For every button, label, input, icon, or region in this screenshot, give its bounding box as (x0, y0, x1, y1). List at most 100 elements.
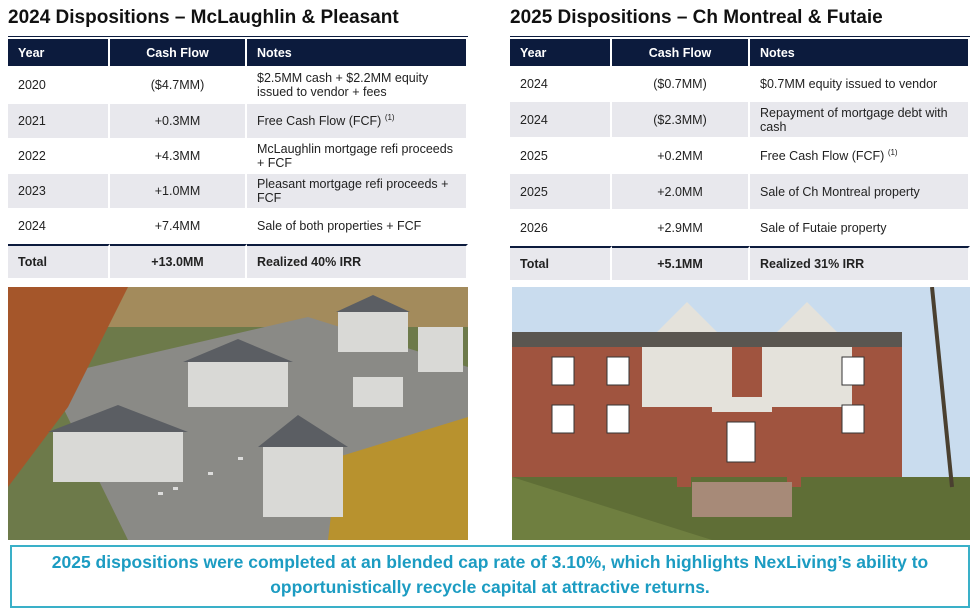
table-row: 2024 ($2.3MM) Repayment of mortgage debt w… (510, 102, 970, 138)
building-photo (512, 287, 970, 540)
data-table: Year Cash Flow Notes 2024 ($0.7MM) $0.7MM equ… (510, 39, 970, 281)
table-row: 2025 +0.2MM Free Cash Flow (FCF) (1) (510, 138, 970, 174)
callout-text: 2025 dispositions were completed at an b… (51, 552, 929, 597)
cell-text: +13.0MM (151, 255, 204, 269)
total-row: Total +5.1MM Realized 31% IRR (510, 246, 970, 281)
cell-text: +4.3MM (154, 149, 201, 163)
cell-year: 2022 (8, 139, 110, 174)
header-row: Year Cash Flow Notes (510, 39, 970, 66)
cell-cash-flow: +2.0MM (612, 174, 750, 210)
total-row: Total +13.0MM Realized 40% IRR (8, 244, 468, 279)
column-header: Notes (247, 39, 468, 66)
cell-cash-flow: +2.9MM (612, 210, 750, 246)
cell-text: +7.4MM (154, 219, 201, 233)
cell-year: 2024 (8, 209, 110, 244)
cell-text: Realized 31% IRR (760, 257, 865, 271)
cell-notes: $2.5MM cash + $2.2MM equity issued to ve… (247, 66, 468, 104)
cell-text: Repayment of mortgage debt with cash (760, 105, 948, 134)
cell-notes: McLaughlin mortgage refi proceeds + FCF (247, 139, 468, 174)
cell-text: +2.9MM (657, 220, 703, 235)
cell-notes: Pleasant mortgage refi proceeds + FCF (247, 174, 468, 209)
table-row: 2022 +4.3MM McLaughlin mortgage refi proce… (8, 139, 468, 174)
cell-text: 2026 (520, 220, 548, 235)
cell-text: Total (18, 255, 47, 269)
cell-text: 2025 (520, 184, 548, 199)
cell-year: Total (8, 244, 110, 279)
cell-notes: $0.7MM equity issued to vendor (750, 66, 970, 102)
cell-text: +2.0MM (657, 184, 703, 199)
cell-text: +1.0MM (154, 184, 201, 198)
cell-text: 2025 (520, 148, 548, 163)
cell-text: 2024 (18, 219, 46, 233)
table-row: 2026 +2.9MM Sale of Futaie property (510, 210, 970, 246)
cell-notes: Free Cash Flow (FCF) (1) (750, 138, 970, 174)
cell-year: 2025 (510, 174, 612, 210)
cell-year: 2024 (510, 102, 612, 138)
data-table: Year Cash Flow Notes 2020 ($4.7MM) $2.5MM cas… (8, 39, 468, 279)
cell-text: 2023 (18, 184, 46, 198)
table-row: 2024 ($0.7MM) $0.7MM equity issued to vend… (510, 66, 970, 102)
left-panel: 2024 Dispositions – McLaughlin & Pleasan… (8, 0, 468, 279)
cell-text: 2022 (18, 149, 46, 163)
cell-year: 2023 (8, 174, 110, 209)
cell-year: 2021 (8, 104, 110, 139)
cell-text: McLaughlin mortgage refi proceeds + FCF (257, 142, 453, 170)
cell-year: Total (510, 246, 612, 281)
cell-text: Sale of Ch Montreal property (760, 184, 920, 199)
cell-cash-flow: +5.1MM (612, 246, 750, 281)
cell-cash-flow: ($2.3MM) (612, 102, 750, 138)
table-row: 2024 +7.4MM Sale of both properties + FCF (8, 209, 468, 244)
cell-text: 2020 (18, 77, 46, 92)
column-header: Cash Flow (110, 39, 247, 66)
cell-year: 2020 (8, 66, 110, 104)
aerial-photo (8, 287, 468, 540)
cell-notes: Free Cash Flow (FCF) (1) (247, 104, 468, 139)
cell-text: 2021 (18, 114, 46, 128)
cell-notes: Realized 31% IRR (750, 246, 970, 281)
cell-text: $2.5MM cash + $2.2MM equity issued to ve… (257, 70, 429, 99)
cell-cash-flow: +13.0MM (110, 244, 247, 279)
right-panel: 2025 Dispositions – Ch Montreal & Futaie… (510, 0, 970, 281)
cell-text: ($2.3MM) (653, 112, 707, 127)
cell-text: Pleasant mortgage refi proceeds + FCF (257, 177, 449, 205)
cell-cash-flow: ($0.7MM) (612, 66, 750, 102)
cell-notes: Sale of both properties + FCF (247, 209, 468, 244)
cell-cash-flow: +0.3MM (110, 104, 247, 139)
cell-cash-flow: +1.0MM (110, 174, 247, 209)
cell-year: 2026 (510, 210, 612, 246)
table-row: 2020 ($4.7MM) $2.5MM cash + $2.2MM equity … (8, 66, 468, 104)
cell-cash-flow: +4.3MM (110, 139, 247, 174)
column-header: Cash Flow (612, 39, 750, 66)
cell-text: Sale of both properties + FCF (257, 219, 422, 233)
footer-callout: 2025 dispositions were completed at an b… (10, 545, 970, 608)
cell-text: $0.7MM equity issued to vendor (760, 76, 938, 91)
cell-text: 2024 (520, 112, 548, 127)
footnote-ref: (1) (887, 147, 898, 157)
footnote-ref: (1) (384, 113, 395, 123)
cell-year: 2025 (510, 138, 612, 174)
cell-text: Free Cash Flow (FCF) (760, 149, 885, 164)
panel-title: 2025 Dispositions – Ch Montreal & Futaie (510, 0, 970, 37)
cell-text: 2024 (520, 76, 548, 91)
panel-title: 2024 Dispositions – McLaughlin & Pleasan… (8, 0, 468, 37)
cell-text: ($4.7MM) (150, 77, 205, 92)
cell-text: +5.1MM (657, 257, 703, 271)
cell-text: Total (520, 257, 549, 271)
cell-text: ($0.7MM) (653, 76, 707, 91)
column-header: Year (510, 39, 612, 66)
column-header: Year (8, 39, 110, 66)
cell-notes: Sale of Ch Montreal property (750, 174, 970, 210)
cell-cash-flow: +0.2MM (612, 138, 750, 174)
cell-text: +0.2MM (657, 148, 703, 163)
cell-notes: Realized 40% IRR (247, 244, 468, 279)
header-row: Year Cash Flow Notes (8, 39, 468, 66)
table-row: 2021 +0.3MM Free Cash Flow (FCF) (1) (8, 104, 468, 139)
cell-cash-flow: +7.4MM (110, 209, 247, 244)
table-row: 2023 +1.0MM Pleasant mortgage refi proceed… (8, 174, 468, 209)
cell-cash-flow: ($4.7MM) (110, 66, 247, 104)
cell-text: Free Cash Flow (FCF) (257, 114, 382, 129)
table-row: 2025 +2.0MM Sale of Ch Montreal property (510, 174, 970, 210)
cell-notes: Sale of Futaie property (750, 210, 970, 246)
